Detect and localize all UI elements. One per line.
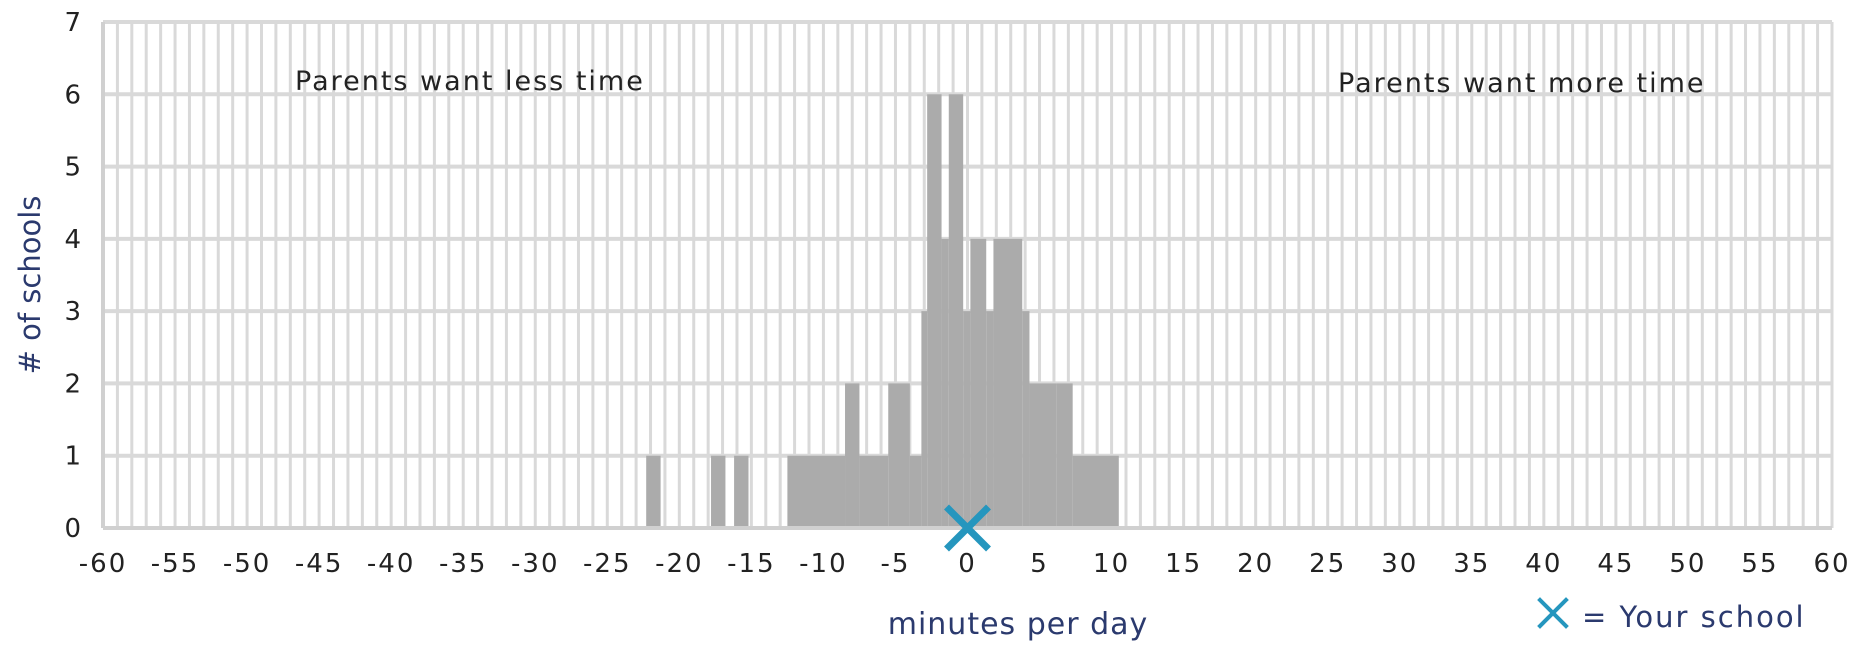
- x-tick-label: -60: [79, 549, 127, 579]
- histogram-bar: [888, 383, 910, 528]
- histogram-bar: [859, 455, 889, 528]
- x-axis-title: minutes per day: [888, 607, 1149, 642]
- histogram-bar: [711, 455, 726, 528]
- histogram-bar: [1056, 383, 1073, 528]
- your-school-marker-layer: [944, 504, 991, 552]
- x-tick-label: 10: [1093, 549, 1130, 579]
- histogram-bar: [948, 94, 964, 529]
- x-tick-label: -15: [727, 549, 775, 579]
- histogram-bar: [1022, 311, 1030, 528]
- y-tick-label: 1: [64, 442, 81, 472]
- y-tick-label: 7: [64, 8, 81, 38]
- histogram-bar: [734, 455, 749, 528]
- y-axis-title: # of schools: [13, 196, 47, 375]
- x-tick-label: -20: [655, 549, 703, 579]
- histogram-bar: [986, 311, 994, 528]
- y-tick-label: 5: [64, 153, 81, 183]
- y-tick-label: 3: [64, 297, 81, 327]
- x-tick-label: 50: [1669, 549, 1706, 579]
- histogram-bar: [909, 455, 922, 528]
- histogram-bar: [941, 238, 949, 528]
- histogram-bar: [845, 383, 860, 528]
- x-tick-label: -25: [583, 549, 631, 579]
- x-tick-label: -5: [880, 549, 910, 579]
- x-tick-label: 30: [1381, 549, 1418, 579]
- x-tick-label: 5: [1030, 549, 1049, 579]
- x-tick-label: -45: [295, 549, 343, 579]
- x-tick-label: 45: [1597, 549, 1634, 579]
- histogram-bar: [646, 455, 661, 528]
- x-tick-label: -10: [799, 549, 847, 579]
- annotation-right: Parents want more time: [1338, 68, 1706, 99]
- legend: = Your school: [1537, 597, 1806, 634]
- y-tick-label: 4: [64, 225, 81, 255]
- your-school-x-stroke: [944, 504, 991, 552]
- histogram-bar: [1029, 383, 1057, 528]
- histogram-bar: [963, 311, 971, 528]
- x-tick-label: 15: [1165, 549, 1202, 579]
- x-tick-label: -35: [439, 549, 487, 579]
- x-tick-label: -50: [223, 549, 271, 579]
- x-tick-label: -30: [511, 549, 559, 579]
- y-tick-label: 2: [64, 369, 81, 399]
- histogram-bar: [970, 238, 987, 528]
- x-tick-label: 55: [1741, 549, 1778, 579]
- x-tick-label: 40: [1525, 549, 1562, 579]
- x-tick-label: 20: [1237, 549, 1274, 579]
- x-tick-label: -55: [151, 549, 199, 579]
- y-tick-label: 0: [64, 514, 81, 544]
- y-tick-label: 6: [64, 80, 81, 110]
- histogram-bar: [787, 455, 846, 528]
- legend-label: = Your school: [1582, 600, 1806, 634]
- histogram-bar: [993, 238, 1023, 528]
- annotation-left: Parents want less time: [295, 66, 645, 97]
- your-school-x-icon: [944, 504, 991, 552]
- x-tick-label: 25: [1309, 549, 1346, 579]
- x-tick-label: 60: [1813, 549, 1850, 579]
- x-tick-label: -40: [367, 549, 415, 579]
- bars-layer: [646, 94, 1119, 529]
- histogram-bar: [927, 94, 942, 529]
- x-tick-label: 0: [958, 549, 977, 579]
- legend-x-icon: [1537, 597, 1569, 629]
- x-tick-label: 35: [1453, 549, 1490, 579]
- histogram-bar: [921, 311, 928, 528]
- histogram-bar: [1072, 455, 1119, 528]
